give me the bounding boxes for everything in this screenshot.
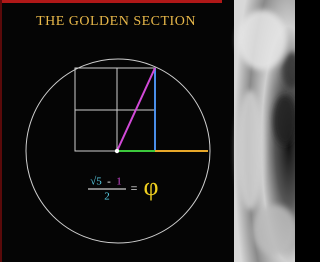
left-strip — [0, 0, 2, 262]
formula-denominator: 2 — [104, 191, 110, 203]
formula-equals: = — [131, 181, 138, 195]
title: THE GOLDEN SECTION — [36, 14, 196, 29]
formula-one: 1 — [116, 176, 122, 188]
top-strip — [0, 0, 222, 3]
satellite-image — [234, 0, 295, 262]
formula-result: φ — [143, 172, 158, 201]
screenshot: THE GOLDEN SECTION √5 - 1 2 = φ — [0, 0, 295, 262]
formula-root: √5 — [90, 176, 102, 188]
formula-minus: - — [107, 176, 111, 188]
